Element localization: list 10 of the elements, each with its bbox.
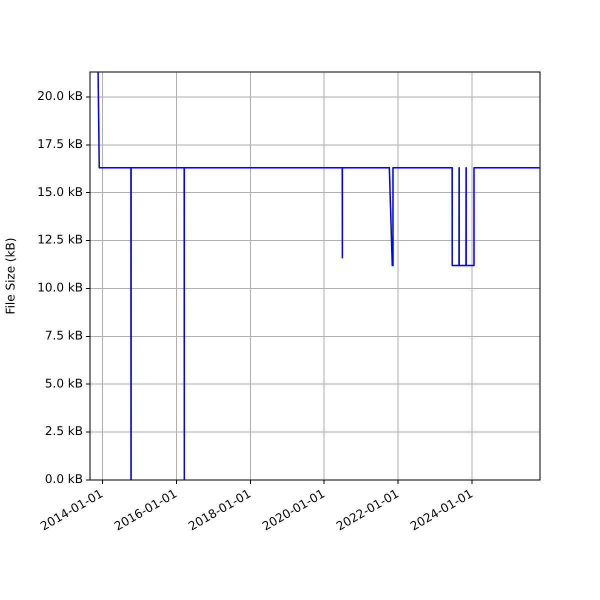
y-tick-label: 5.0 kB (44, 376, 83, 390)
y-tick-label: 12.5 kB (37, 232, 83, 247)
y-tick-label: 7.5 kB (44, 328, 83, 342)
y-tick-label: 20.0 kB (37, 89, 83, 104)
y-tick-label: 17.5 kB (37, 136, 83, 151)
y-tick-label: 10.0 kB (37, 280, 83, 295)
y-tick-label: 2.5 kB (44, 424, 83, 438)
y-axis-title: File Size (kB) (3, 238, 18, 314)
y-tick-label: 0.0 kB (44, 472, 83, 486)
y-tick-label: 15.0 kB (37, 184, 83, 199)
